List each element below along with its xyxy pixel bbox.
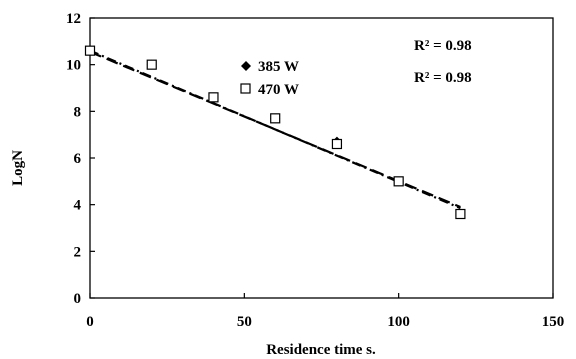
- y-tick-label: 6: [74, 151, 82, 167]
- x-tick-label: 150: [542, 314, 565, 330]
- legend-label-470w: 470 W: [258, 82, 299, 98]
- data-point-470w: [208, 92, 219, 103]
- legend-marker-385w: [241, 61, 251, 71]
- legend-label-385w: 385 W: [258, 59, 299, 75]
- y-axis: 0 2 4 6 8 10 12: [66, 11, 95, 307]
- y-tick-label: 8: [74, 104, 82, 120]
- y-tick-label: 4: [74, 198, 82, 214]
- data-point-470w: [270, 113, 281, 124]
- y-tick-label: 2: [74, 244, 82, 260]
- x-tick-label: 0: [86, 314, 94, 330]
- y-axis-title: LogN: [10, 150, 26, 186]
- x-axis: 0 50 100 150: [86, 293, 564, 330]
- data-point-470w: [84, 45, 96, 56]
- y-tick-label: 12: [66, 11, 81, 27]
- plot-area: [89, 17, 554, 299]
- legend: 385 W 470 W: [240, 59, 299, 98]
- data-point-470w: [393, 176, 404, 187]
- x-tick-label: 50: [237, 314, 252, 330]
- legend-marker-470w: [240, 83, 251, 94]
- r-squared-annotation-2: R² = 0.98: [414, 70, 472, 86]
- plot-border: [89, 17, 554, 299]
- x-axis-title: Residence time s.: [266, 342, 376, 358]
- data-points: [84, 45, 466, 220]
- x-tick-label: 100: [387, 314, 410, 330]
- y-tick-label: 10: [66, 58, 81, 74]
- r-squared-annotation-1: R² = 0.98: [414, 38, 472, 54]
- data-point-470w: [455, 208, 466, 220]
- y-tick-label: 0: [74, 291, 82, 307]
- data-point-470w: [331, 138, 343, 150]
- data-point-470w: [146, 59, 157, 70]
